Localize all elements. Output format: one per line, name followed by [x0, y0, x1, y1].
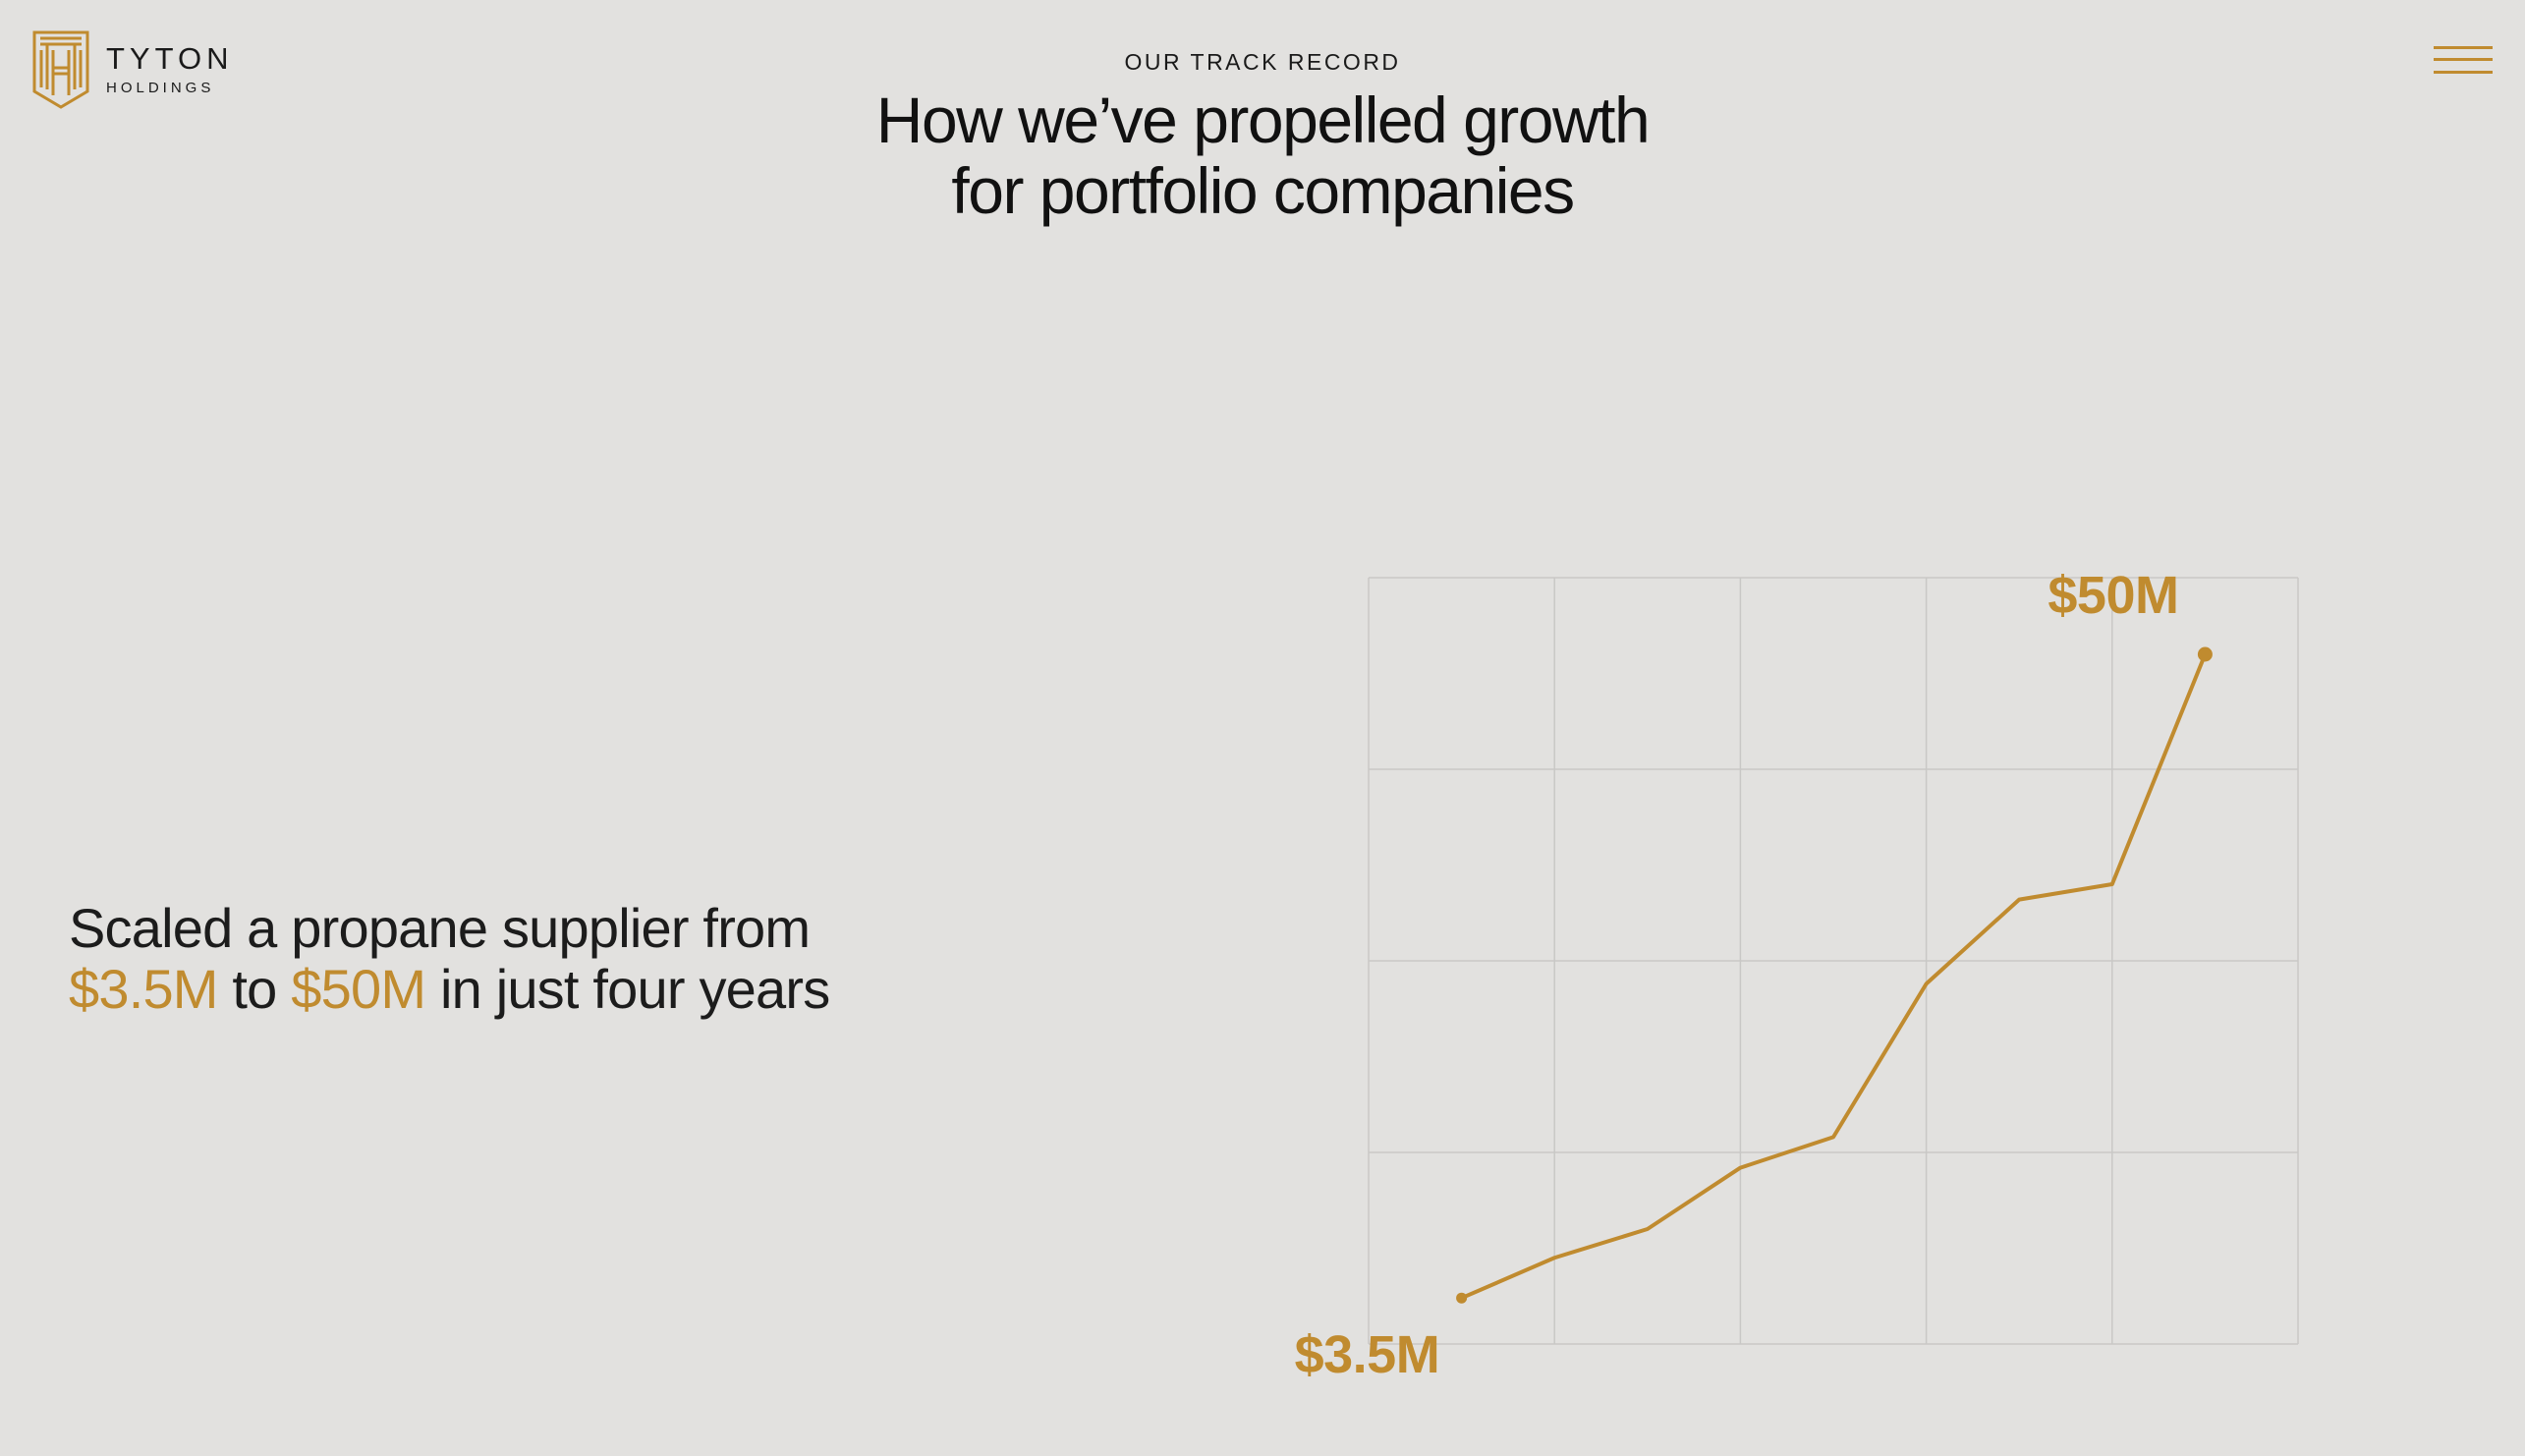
chart-grid: [1368, 577, 2299, 1345]
statement-line-2: $3.5M to $50M in just four years: [69, 958, 830, 1020]
menu-line-bottom: [2434, 71, 2493, 74]
menu-line-top: [2434, 46, 2493, 49]
menu-line-middle: [2434, 58, 2493, 61]
page-headline: How we’ve propelled growth for portfolio…: [0, 84, 2525, 226]
statement-connector: to: [232, 958, 277, 1020]
series-line: [1460, 653, 2208, 1301]
brand-subtitle: HOLDINGS: [106, 80, 215, 96]
headline-line-1: How we’ve propelled growth: [875, 84, 1651, 156]
chart-end-label: $50M: [2048, 566, 2179, 625]
statement-tail: in just four years: [439, 958, 830, 1020]
chart-series: [1456, 646, 2213, 1304]
growth-statement: Scaled a propane supplier from $3.5M to …: [69, 897, 830, 1020]
brand-logo[interactable]: TYTON HOLDINGS: [32, 30, 234, 109]
data-point-end-point: [2197, 646, 2213, 662]
headline-line-2: for portfolio companies: [951, 154, 1575, 227]
data-point-start-point: [1456, 1292, 1468, 1304]
brand-name: TYTON: [106, 41, 234, 76]
statement-line-1: Scaled a propane supplier from: [69, 897, 811, 959]
chart-start-label: $3.5M: [1294, 1325, 1440, 1385]
tyton-monogram-icon: [32, 30, 89, 109]
section-eyebrow: OUR TRACK RECORD: [1124, 49, 1401, 75]
hamburger-menu-icon[interactable]: [2434, 44, 2493, 78]
statement-start-value: $3.5M: [69, 958, 218, 1020]
statement-end-value: $50M: [291, 958, 426, 1020]
